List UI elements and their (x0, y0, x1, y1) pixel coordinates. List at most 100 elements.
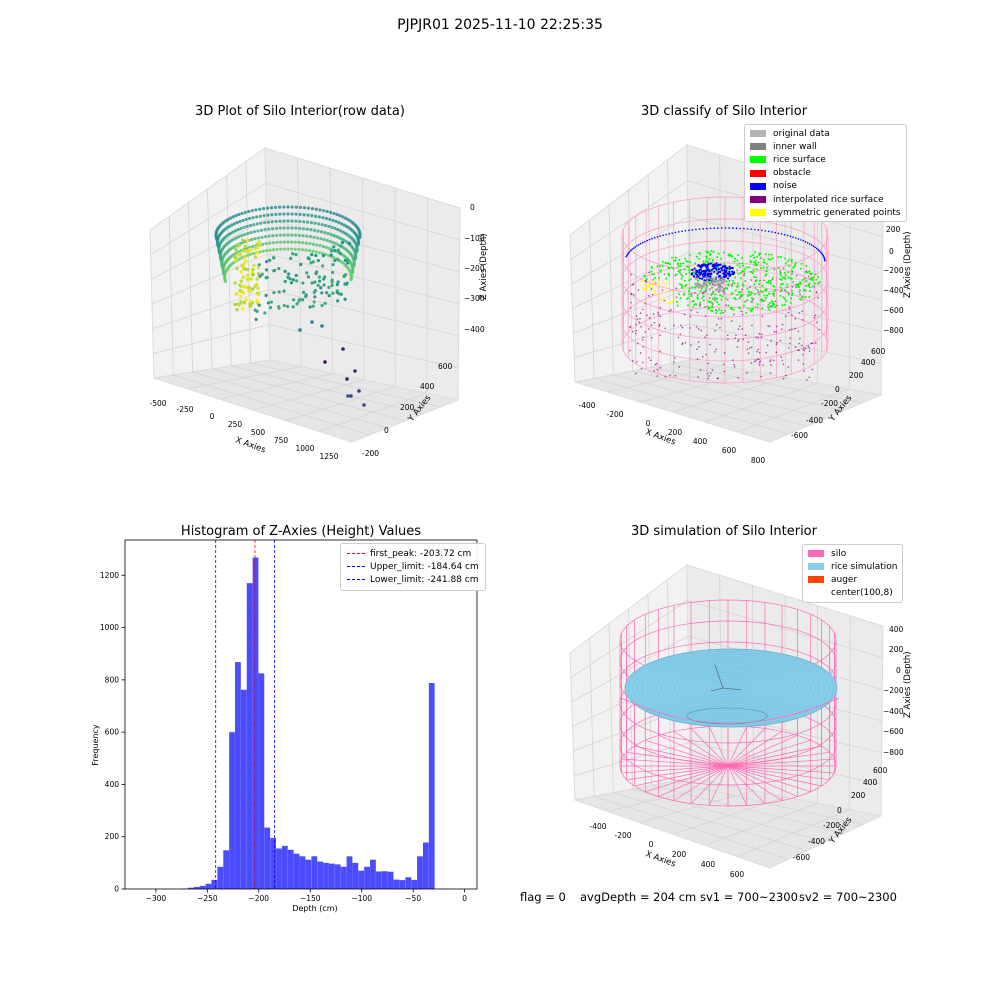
noise-point (810, 244, 813, 246)
interpolated-point (795, 274, 798, 277)
surface-point (750, 310, 753, 313)
surface-point (736, 293, 739, 296)
interpolated-point (763, 279, 765, 282)
surface-point (736, 264, 739, 267)
tr-ytick: 0 (835, 385, 840, 394)
surface-point (807, 285, 810, 288)
histogram-bar (305, 859, 312, 889)
tl-ytick: 200 (400, 403, 415, 412)
noise-point (684, 229, 687, 232)
noise-point (717, 227, 719, 229)
interpolated-point (658, 325, 661, 327)
surface-point (692, 305, 695, 308)
panel-tr-legend: original data inner wall rice surface ob… (744, 124, 907, 223)
noise-point (730, 266, 733, 270)
surface-point (683, 292, 686, 295)
surface-point (753, 256, 756, 259)
data-point (268, 248, 272, 252)
surface-point (770, 300, 773, 303)
interpolated-point (775, 351, 778, 354)
data-point (327, 293, 331, 298)
surface-point (717, 252, 720, 255)
interpolated-point (652, 313, 655, 315)
interpolated-point (748, 347, 751, 349)
noise-point (707, 263, 710, 266)
surface-point (697, 257, 700, 260)
noise-point (702, 228, 704, 230)
interpolated-point (670, 309, 672, 311)
interpolated-point (757, 306, 759, 309)
surface-point (678, 282, 681, 285)
surface-point (665, 277, 668, 280)
surface-point (808, 295, 811, 298)
surface-point (711, 306, 714, 309)
rice-mesh-ring (683, 670, 779, 706)
surface-point (679, 262, 682, 265)
rice-mesh-ring (665, 663, 797, 713)
interpolated-point (648, 317, 651, 319)
surface-point (687, 290, 690, 293)
data-point (278, 219, 282, 223)
data-point (268, 258, 272, 262)
data-point (312, 300, 316, 304)
surface-point (725, 280, 728, 283)
data-point (336, 228, 340, 232)
surface-point (781, 276, 784, 279)
data-point (251, 244, 255, 249)
interpolated-point (714, 351, 716, 353)
data-point (335, 290, 339, 294)
tl-xtick: 0 (210, 412, 215, 421)
interpolated-point (659, 334, 661, 337)
surface-point (717, 303, 720, 306)
surface-point (724, 309, 727, 312)
legend-item: center(100,8) (808, 587, 897, 600)
surface-point (734, 276, 737, 279)
surface-point (690, 293, 693, 296)
data-point (241, 248, 246, 253)
interpolated-point (701, 355, 704, 358)
data-point (279, 247, 283, 251)
interpolated-point (785, 374, 787, 377)
silo-floor-spoke (634, 745, 729, 767)
surface-point (732, 279, 735, 282)
data-point (243, 285, 248, 289)
data-point (321, 264, 325, 268)
data-point (325, 238, 329, 243)
data-point (290, 219, 294, 223)
surface-point (799, 297, 802, 300)
data-point (307, 249, 312, 253)
interpolated-point (647, 295, 650, 297)
interpolated-point (818, 328, 821, 331)
noise-point (817, 248, 819, 251)
surface-point (656, 284, 659, 287)
surface-point (782, 296, 785, 299)
noise-point (719, 263, 722, 266)
noise-point (725, 267, 728, 270)
noise-point (696, 275, 699, 278)
silo-floor-spoke (621, 758, 729, 767)
surface-point (783, 303, 786, 306)
interpolated-point (641, 339, 644, 341)
surface-point (762, 258, 765, 261)
interpolated-point (630, 292, 633, 295)
data-point (302, 206, 307, 210)
surface-point (768, 302, 771, 305)
silo-floor-spoke (708, 765, 729, 806)
surface-point (765, 269, 768, 272)
surface-point (808, 270, 811, 273)
interpolated-point (798, 349, 800, 352)
original-point (718, 278, 722, 281)
data-point (245, 278, 250, 282)
histogram-bar (334, 864, 341, 889)
data-point (240, 256, 244, 260)
original-point (702, 285, 705, 288)
surface-point (756, 255, 759, 258)
noise-point (823, 256, 825, 258)
data-point (239, 226, 243, 231)
interpolated-point (732, 359, 734, 361)
data-point (256, 229, 260, 233)
data-point (231, 230, 235, 234)
interpolated-point (697, 341, 700, 343)
br-xtick: 600 (730, 870, 745, 879)
surface-point (673, 259, 676, 262)
